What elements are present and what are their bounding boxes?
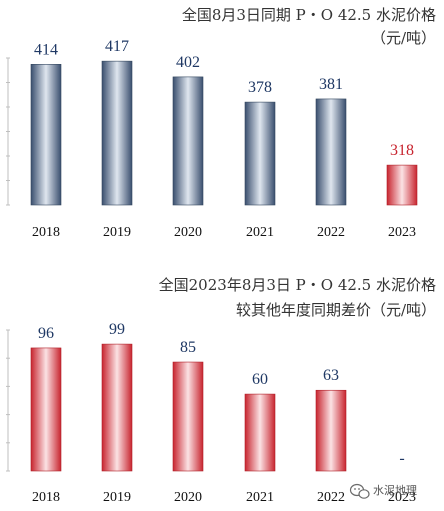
value-label-2022: 63 xyxy=(323,367,339,384)
watermark: 水泥地理 xyxy=(349,483,417,499)
chart-bottom-bars xyxy=(30,343,347,472)
value-label-2020: 85 xyxy=(180,339,196,356)
chart-top-x-tick-labels: 2018 2019 2020 2021 2022 2023 xyxy=(32,225,416,240)
x-tick-label-2021: 2021 xyxy=(246,490,274,505)
chart-top: 全国8月3日同期 P・O 42.5 水泥价格 （元/吨） 414 417 402 37… xyxy=(6,6,436,240)
x-tick-label-2020: 2020 xyxy=(174,490,202,505)
chart-top-value-labels: 414 417 402 378 381 318 xyxy=(34,38,414,159)
x-tick-label-2022: 2022 xyxy=(317,225,345,240)
value-label-2018: 96 xyxy=(38,325,54,342)
chart-bottom-y-ticks xyxy=(6,329,10,472)
value-label-2022: 381 xyxy=(319,76,343,93)
bar-2021 xyxy=(244,393,276,472)
x-tick-label-2023: 2023 xyxy=(388,490,416,505)
bar-2022 xyxy=(315,98,347,206)
chart-bottom-x-tick-labels: 2018 2019 2020 2021 2022 2023 xyxy=(32,490,416,505)
value-label-2021: 378 xyxy=(248,79,272,96)
bar-2023 xyxy=(386,164,418,206)
watermark-text: 水泥地理 xyxy=(373,484,417,497)
chart-top-bars xyxy=(30,60,418,206)
bar-2022 xyxy=(315,389,347,472)
x-tick-label-2023: 2023 xyxy=(388,225,416,240)
bar-2021 xyxy=(244,101,276,206)
chart-top-title-line-1: 全国8月3日同期 P・O 42.5 水泥价格 xyxy=(182,6,436,24)
x-tick-label-2018: 2018 xyxy=(32,490,60,505)
value-label-2019: 99 xyxy=(109,321,125,338)
x-tick-label-2018: 2018 xyxy=(32,225,60,240)
chart-bottom-value-labels: 96 99 85 60 63 - xyxy=(38,321,405,467)
chart-bottom: 全国2023年8月3日 P・O 42.5 水泥价格 较其他年度同期差价（元/吨）… xyxy=(6,276,436,505)
x-tick-label-2020: 2020 xyxy=(174,225,202,240)
bar-2020 xyxy=(172,76,204,206)
value-label-2021: 60 xyxy=(252,371,268,388)
x-tick-label-2022: 2022 xyxy=(317,490,345,505)
chart-top-y-ticks xyxy=(6,57,10,206)
x-tick-label-2019: 2019 xyxy=(103,225,131,240)
chart-top-title-line-2: （元/吨） xyxy=(371,29,436,47)
chart-bottom-title-line-1: 全国2023年8月3日 P・O 42.5 水泥价格 xyxy=(159,276,436,294)
value-label-2019: 417 xyxy=(105,38,129,55)
bar-2018 xyxy=(30,347,62,472)
wechat-icon xyxy=(349,483,370,499)
x-tick-label-2019: 2019 xyxy=(103,490,131,505)
value-label-2020: 402 xyxy=(176,54,200,71)
chart-bottom-title-line-2: 较其他年度同期差价（元/吨） xyxy=(236,301,436,319)
bar-2019 xyxy=(101,343,133,472)
value-label-2023: 318 xyxy=(390,142,414,159)
bar-2019 xyxy=(101,60,133,206)
bar-2020 xyxy=(172,361,204,472)
value-label-2023: - xyxy=(399,450,404,467)
bar-2018 xyxy=(30,64,62,206)
x-tick-label-2021: 2021 xyxy=(246,225,274,240)
value-label-2018: 414 xyxy=(34,41,58,58)
